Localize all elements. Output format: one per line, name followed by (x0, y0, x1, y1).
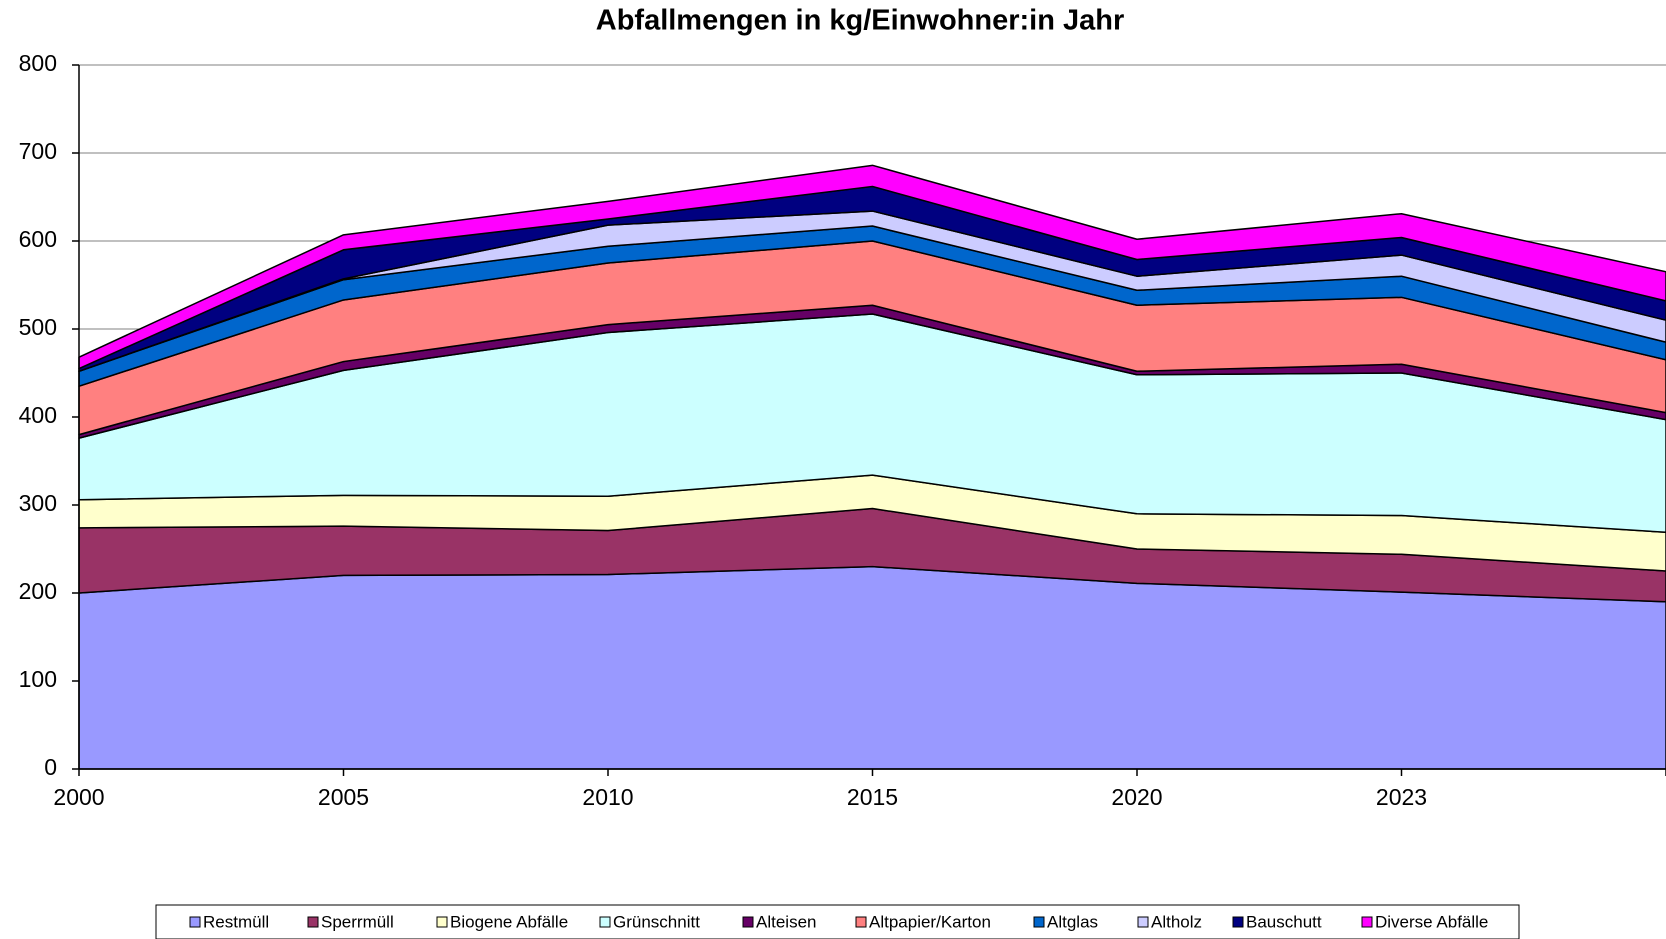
x-tick-label: 2005 (318, 784, 369, 810)
legend-label: Sperrmüll (321, 912, 394, 931)
legend-marker (1137, 916, 1149, 928)
chart-title: Abfallmengen in kg/Einwohner:in Jahr (596, 5, 1125, 37)
legend-label: Restmüll (203, 912, 269, 931)
y-tick-label: 0 (44, 754, 57, 780)
legend-marker (1033, 916, 1045, 928)
y-tick-label: 700 (19, 138, 57, 164)
legend (155, 904, 1520, 939)
area (78, 164, 1666, 370)
area (78, 565, 1666, 770)
legend-label: Alteisen (756, 912, 816, 931)
legend-label: Altglas (1047, 912, 1098, 931)
legend-label: Biogene Abfälle (450, 912, 568, 931)
legend-label: Altholz (1151, 912, 1202, 931)
legend-label: Altpapier/Karton (869, 912, 991, 931)
y-tick-label: 100 (19, 666, 57, 692)
y-tick-label: 800 (19, 50, 57, 76)
x-tick-label: 2015 (847, 784, 898, 810)
legend-marker (307, 916, 319, 928)
y-tick-label: 300 (19, 490, 57, 516)
legend-marker (189, 916, 201, 928)
legend-marker (855, 916, 867, 928)
y-tick-label: 600 (19, 226, 57, 252)
legend-marker (436, 916, 448, 928)
x-tick-label: 2023 (1376, 784, 1427, 810)
legend-marker (1361, 916, 1373, 928)
legend-label: Bauschutt (1246, 912, 1322, 931)
x-tick-label: 2000 (53, 784, 104, 810)
y-tick-label: 400 (19, 402, 57, 428)
x-tick-label: 2010 (582, 784, 633, 810)
legend-marker (742, 916, 754, 928)
x-tick-label: 2020 (1111, 784, 1162, 810)
legend-label: Grünschnitt (613, 912, 700, 931)
y-tick-label: 500 (19, 314, 57, 340)
legend-marker (599, 916, 611, 928)
legend-marker (1232, 916, 1244, 928)
legend-label: Diverse Abfälle (1375, 912, 1488, 931)
y-tick-label: 200 (19, 578, 57, 604)
